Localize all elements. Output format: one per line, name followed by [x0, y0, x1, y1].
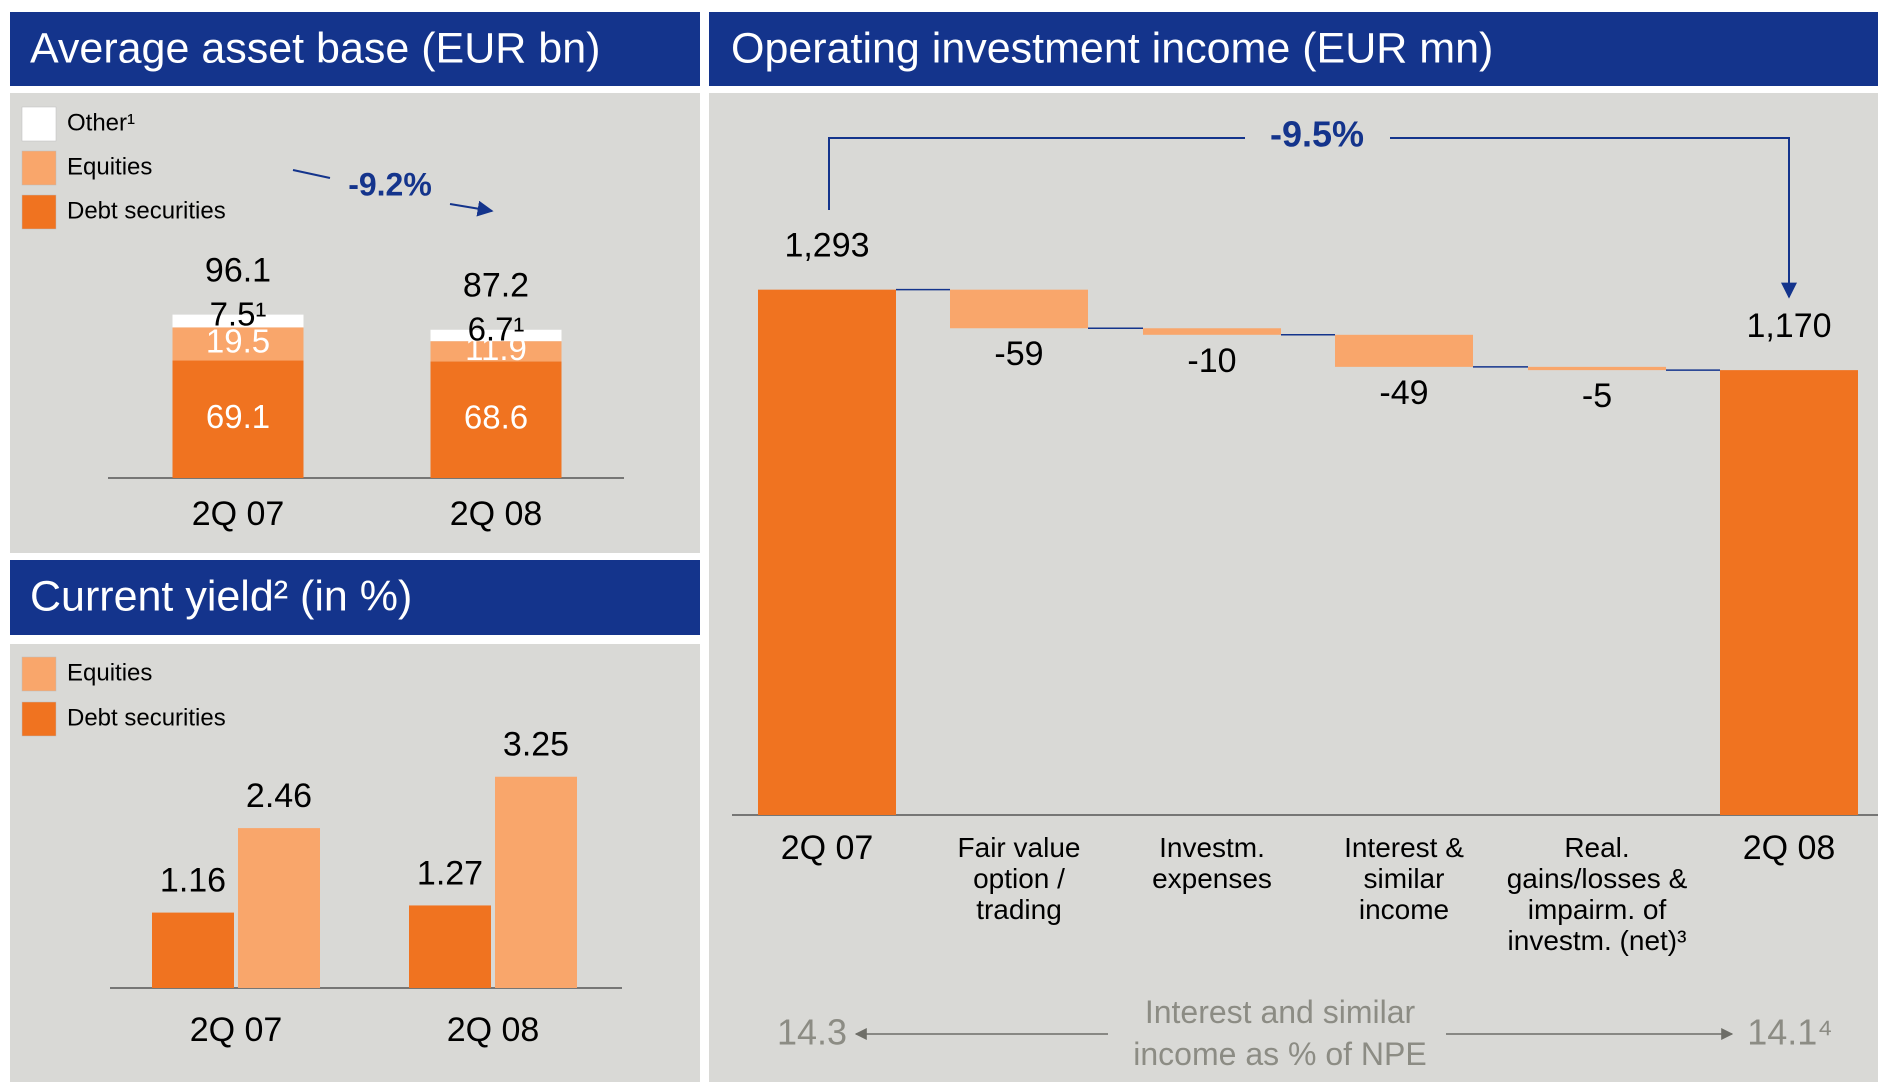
npe-value: 14.1⁴	[1747, 1012, 1833, 1053]
value-label: -49	[1379, 374, 1428, 412]
header	[709, 12, 1878, 86]
legend-swatch	[21, 150, 57, 186]
bar	[1143, 328, 1281, 335]
value-label: 69.1	[206, 398, 270, 435]
total-label: 87.2	[463, 267, 529, 305]
x-tick-label: 2Q 08	[450, 495, 543, 533]
bar	[409, 905, 491, 988]
panel	[10, 93, 700, 553]
legend-swatch	[21, 106, 57, 142]
bracket	[828, 137, 1245, 210]
chart-title: Current yield² (in %)	[30, 572, 412, 620]
legend-label: Equities	[67, 659, 152, 686]
chart-title: Average asset base (EUR bn)	[30, 24, 600, 72]
npe-label: Interest and similar income as % of NPE	[1133, 994, 1427, 1072]
bracket	[1390, 137, 1797, 299]
bar	[1335, 334, 1473, 367]
legend-label: Other¹	[67, 109, 135, 136]
bar-segment	[172, 314, 304, 328]
legend-label: Debt securities	[67, 197, 226, 224]
legend-label: Equities	[67, 153, 152, 180]
value-label: 2.46	[246, 777, 312, 815]
value-label: 1,170	[1746, 307, 1831, 345]
bar	[950, 289, 1088, 329]
value-label: 6.7¹	[468, 310, 525, 347]
total-label: 96.1	[205, 252, 271, 290]
annotation: -9.5%	[1270, 114, 1364, 155]
value-label: 68.6	[464, 398, 528, 435]
value-label: -10	[1187, 342, 1236, 380]
bar-segment	[430, 341, 562, 362]
chart-title: Operating investment income (EUR mn)	[731, 24, 1493, 72]
x-tick-label: 2Q 07	[190, 1011, 283, 1049]
bar-segment	[172, 360, 304, 478]
value-label: 19.5	[206, 323, 270, 360]
bar	[1720, 370, 1858, 815]
value-label: 3.25	[503, 726, 569, 764]
legend-label: Debt securities	[67, 704, 226, 731]
bar	[1528, 366, 1666, 371]
npe-value: 14.3	[777, 1012, 847, 1053]
bar	[152, 912, 234, 988]
x-tick-label: 2Q 07	[780, 829, 874, 867]
x-tick-label: Real. gains/losses & impairm. of investm…	[1506, 832, 1688, 956]
bar	[495, 776, 577, 988]
value-label: 1,293	[784, 227, 869, 265]
x-tick-label: Fair value option / trading	[957, 832, 1081, 925]
x-tick-label: 2Q 08	[1742, 829, 1836, 867]
arrow	[449, 200, 494, 217]
panel	[709, 93, 1878, 1082]
value-label: 7.5¹	[210, 295, 267, 332]
bar	[238, 828, 320, 988]
bar-segment	[430, 361, 562, 478]
annotation: -9.2%	[348, 166, 432, 202]
value-label: 1.16	[160, 862, 226, 900]
legend-swatch	[21, 656, 57, 692]
x-tick-label: Interest & similar income	[1344, 832, 1464, 925]
legend-swatch	[21, 194, 57, 230]
x-tick-label: 2Q 08	[447, 1011, 540, 1049]
arrow	[292, 169, 331, 179]
value-label: 1.27	[417, 854, 483, 892]
header	[10, 12, 700, 86]
bar-segment	[172, 327, 304, 361]
header	[10, 560, 700, 635]
bar-segment	[430, 329, 562, 342]
panel	[10, 644, 700, 1082]
x-tick-label: 2Q 07	[192, 495, 285, 533]
bar	[758, 289, 896, 816]
value-label: -5	[1582, 377, 1612, 415]
value-label: -59	[994, 335, 1043, 373]
legend-swatch	[21, 701, 57, 737]
x-tick-label: Investm. expenses	[1152, 832, 1272, 894]
